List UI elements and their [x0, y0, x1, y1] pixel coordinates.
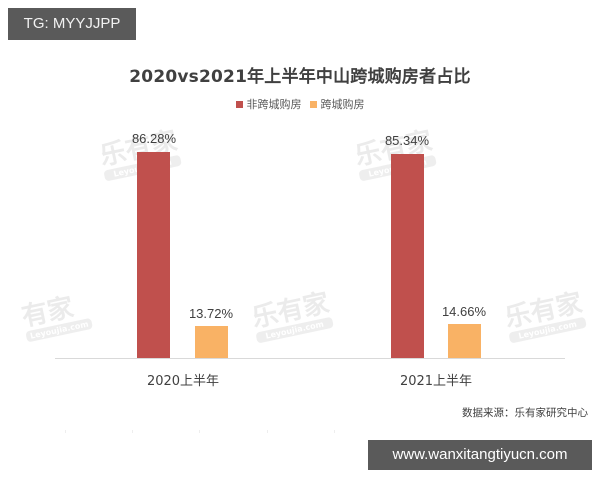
- legend-swatch-red: [235, 100, 243, 108]
- chart-legend: 非跨城购房 跨城购房: [0, 96, 600, 112]
- decorative-tick: [267, 430, 268, 433]
- legend-label: 非跨城购房: [246, 98, 302, 111]
- bar-value-label: 13.72%: [188, 306, 234, 321]
- bar-2021-cross-city: [448, 324, 481, 358]
- bar-value-label: 85.34%: [384, 133, 430, 148]
- x-axis-tick-label: 2021上半年: [399, 374, 473, 389]
- bar-value-label: 86.28%: [131, 131, 177, 146]
- url-badge: www.wanxitangtiyucn.com: [368, 440, 592, 470]
- legend-item-cross-city: 跨城购房: [309, 96, 365, 112]
- bar-2020-non-cross-city: [137, 152, 170, 358]
- bar-2020-cross-city: [195, 326, 228, 358]
- legend-swatch-orange: [309, 100, 317, 108]
- watermark: 有家 Leyoujia.com: [18, 283, 94, 343]
- data-source-note: 数据来源：乐有家研究中心: [462, 407, 588, 419]
- decorative-tick: [65, 430, 66, 433]
- decorative-tick: [334, 430, 335, 433]
- legend-label: 跨城购房: [320, 98, 365, 111]
- legend-item-non-cross-city: 非跨城购房: [235, 96, 302, 112]
- tg-badge: TG: MYYJJPP: [8, 8, 136, 40]
- x-axis-line: [55, 358, 565, 359]
- decorative-tick: [199, 430, 200, 433]
- x-axis-tick-label: 2020上半年: [146, 374, 220, 389]
- bar-value-label: 14.66%: [441, 304, 487, 319]
- bar-2021-non-cross-city: [391, 154, 424, 358]
- decorative-tick: [132, 430, 133, 433]
- chart-title: 2020vs2021年上半年中山跨城购房者占比: [129, 67, 471, 87]
